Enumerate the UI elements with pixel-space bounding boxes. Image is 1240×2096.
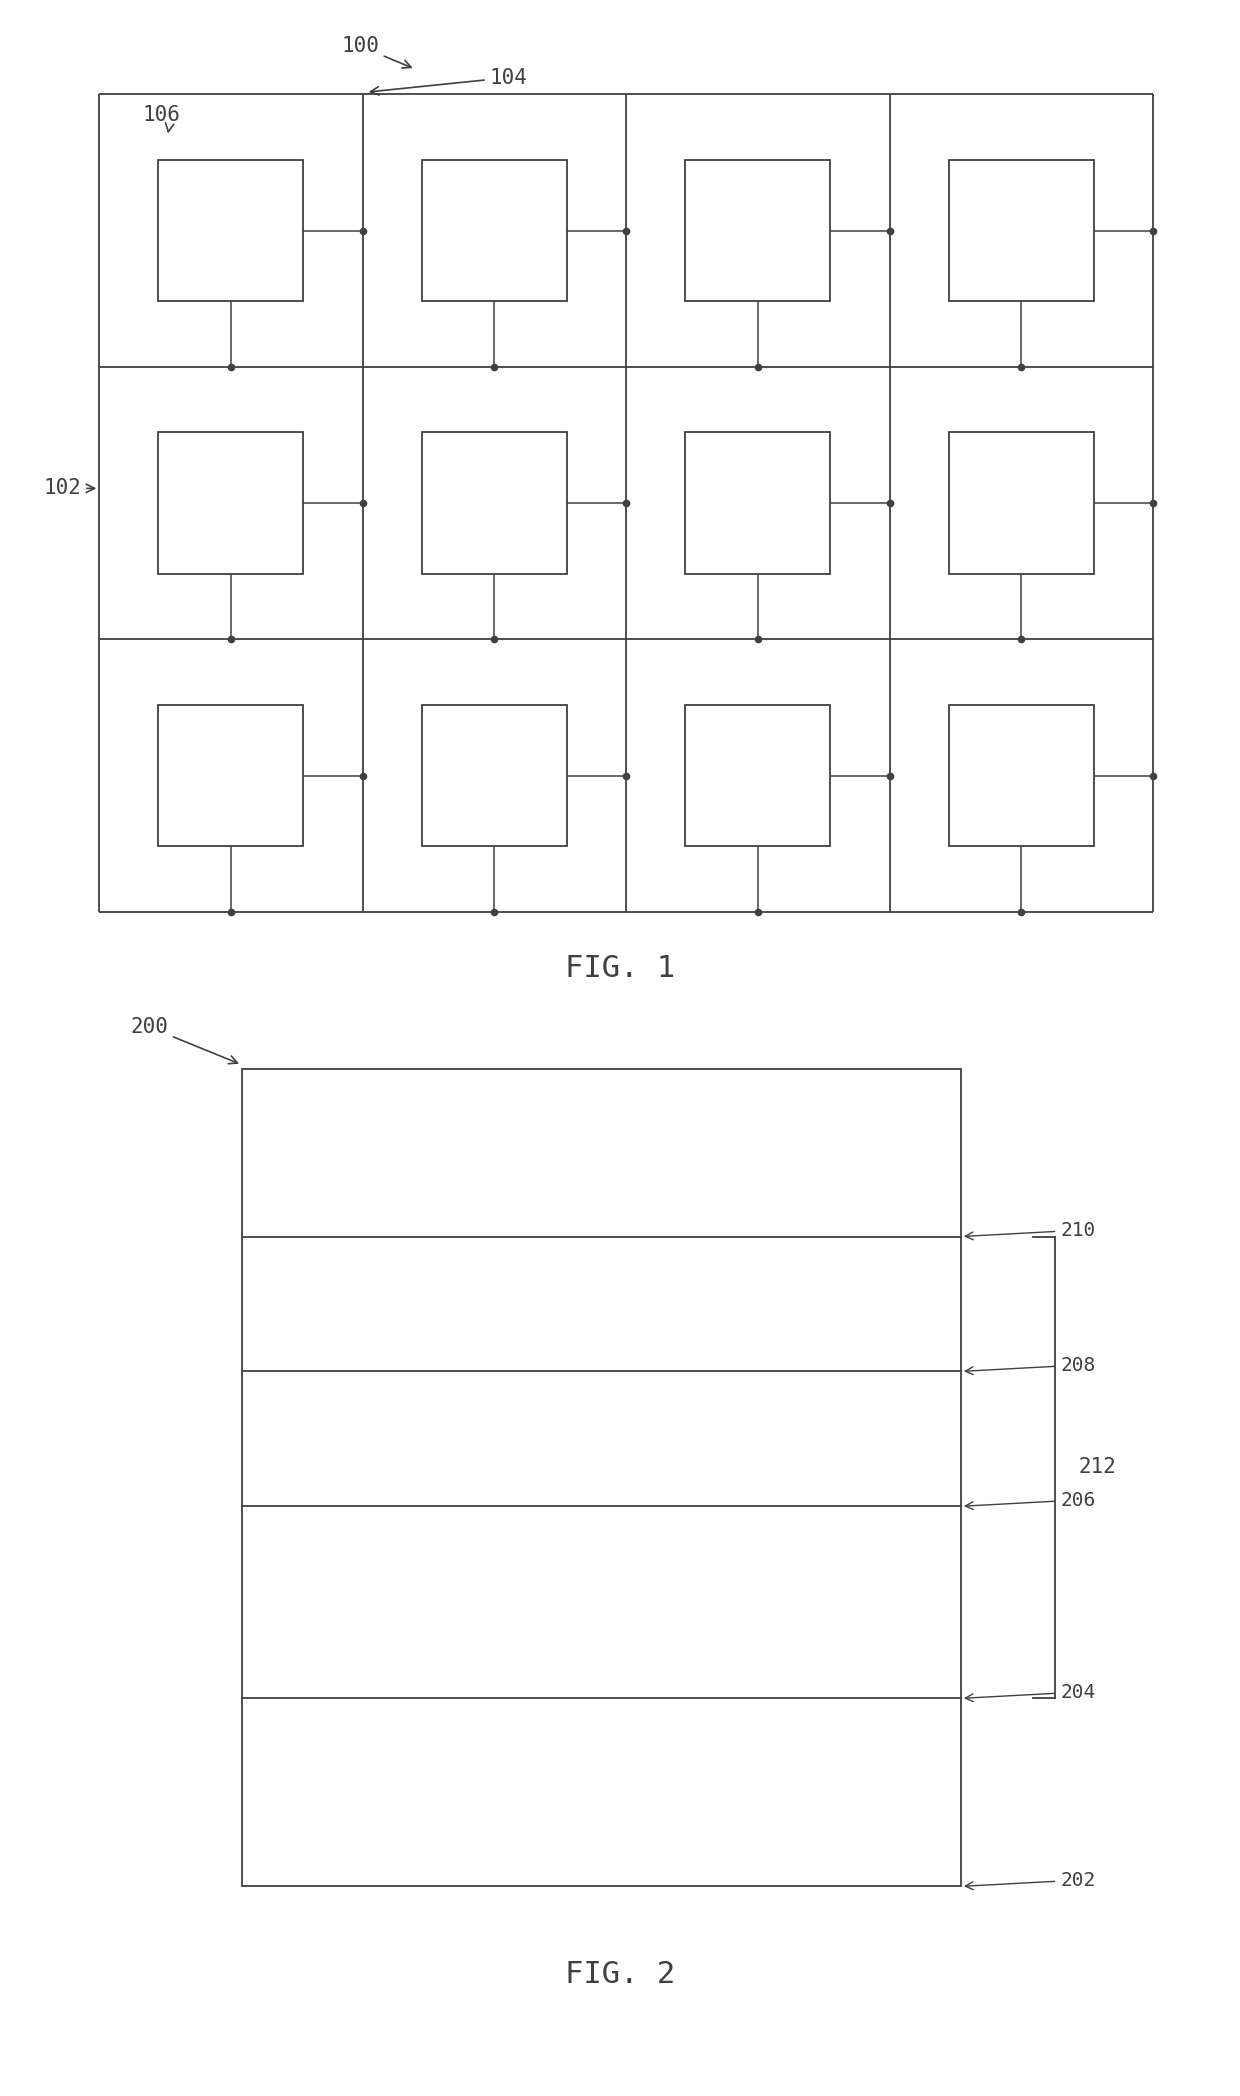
Text: 208: 208 xyxy=(965,1356,1095,1375)
Bar xyxy=(422,432,567,574)
Bar xyxy=(422,704,567,847)
Bar xyxy=(242,1069,961,1886)
Bar xyxy=(686,159,831,302)
Text: 106: 106 xyxy=(143,105,181,132)
Bar xyxy=(949,159,1094,302)
Bar xyxy=(422,159,567,302)
Text: 104: 104 xyxy=(371,67,528,94)
Bar xyxy=(159,159,304,302)
Text: 212: 212 xyxy=(1079,1457,1117,1478)
Text: 210: 210 xyxy=(965,1220,1095,1239)
Bar xyxy=(949,704,1094,847)
Bar xyxy=(686,704,831,847)
Text: 200: 200 xyxy=(130,1017,238,1065)
Text: 100: 100 xyxy=(341,36,412,67)
Text: FIG. 1: FIG. 1 xyxy=(565,954,675,983)
Bar xyxy=(159,432,304,574)
Bar xyxy=(159,704,304,847)
Text: 204: 204 xyxy=(965,1683,1095,1702)
Text: 102: 102 xyxy=(43,478,94,499)
Text: 206: 206 xyxy=(965,1490,1095,1509)
Bar xyxy=(949,432,1094,574)
Text: FIG. 2: FIG. 2 xyxy=(565,1960,675,1989)
Text: 202: 202 xyxy=(965,1870,1095,1891)
Bar xyxy=(686,432,831,574)
